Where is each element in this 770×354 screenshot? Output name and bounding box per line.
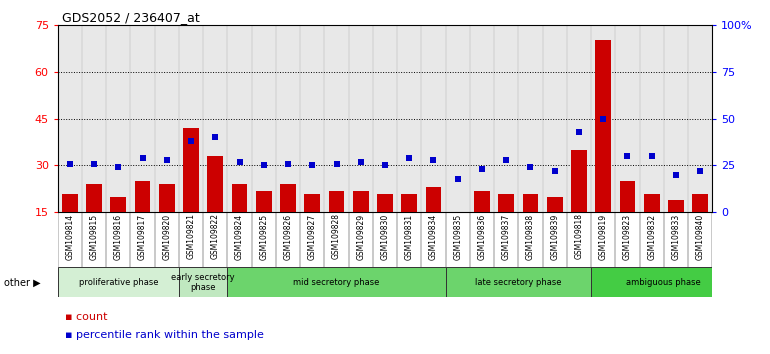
Text: GSM109830: GSM109830	[380, 213, 390, 260]
Point	[258, 163, 270, 169]
Bar	[280, 184, 296, 212]
Point	[136, 155, 149, 161]
Point	[548, 168, 561, 174]
Text: GDS2052 / 236407_at: GDS2052 / 236407_at	[62, 11, 199, 24]
Text: GSM109829: GSM109829	[357, 213, 365, 259]
Bar	[450, 212, 466, 219]
Point	[427, 157, 440, 163]
Text: other ▶: other ▶	[4, 278, 41, 288]
Text: GSM109833: GSM109833	[671, 213, 681, 260]
Text: GSM109825: GSM109825	[259, 213, 268, 259]
Bar	[304, 194, 320, 212]
Point	[645, 153, 658, 159]
Bar	[86, 184, 102, 212]
Bar	[523, 194, 538, 212]
Point	[282, 161, 294, 166]
Text: proliferative phase: proliferative phase	[79, 278, 158, 287]
Point	[451, 176, 464, 182]
Point	[209, 135, 222, 140]
Text: late secretory phase: late secretory phase	[475, 278, 561, 287]
Bar	[329, 190, 344, 212]
Point	[476, 166, 488, 172]
Text: GSM109831: GSM109831	[405, 213, 413, 259]
Bar	[547, 197, 563, 212]
Bar	[446, 267, 591, 297]
Bar	[498, 194, 514, 212]
Bar	[591, 267, 736, 297]
Point	[694, 168, 706, 174]
Bar	[571, 150, 587, 212]
Point	[233, 159, 246, 165]
Text: GSM109824: GSM109824	[235, 213, 244, 259]
Bar	[474, 190, 490, 212]
Point	[524, 165, 537, 170]
Bar	[227, 267, 446, 297]
Point	[88, 161, 100, 166]
Text: ▪ percentile rank within the sample: ▪ percentile rank within the sample	[65, 330, 264, 339]
Text: GSM109835: GSM109835	[454, 213, 462, 260]
Bar	[159, 184, 175, 212]
Text: GSM109816: GSM109816	[114, 213, 123, 259]
Text: GSM109826: GSM109826	[283, 213, 293, 259]
Text: GSM109832: GSM109832	[647, 213, 656, 259]
Bar	[692, 194, 708, 212]
Bar	[58, 267, 179, 297]
Text: GSM109823: GSM109823	[623, 213, 632, 259]
Bar	[401, 194, 417, 212]
Text: GSM109827: GSM109827	[308, 213, 316, 259]
Bar	[62, 194, 78, 212]
Point	[185, 138, 197, 144]
Bar	[620, 181, 635, 212]
Bar	[207, 156, 223, 212]
Text: GSM109839: GSM109839	[551, 213, 559, 260]
Point	[112, 165, 125, 170]
Text: GSM109822: GSM109822	[211, 213, 219, 259]
Point	[161, 157, 173, 163]
Bar	[110, 197, 126, 212]
Bar	[232, 184, 247, 212]
Bar	[135, 181, 150, 212]
Text: ambiguous phase: ambiguous phase	[626, 278, 701, 287]
Text: GSM109836: GSM109836	[477, 213, 487, 260]
Text: early secretory
phase: early secretory phase	[172, 273, 235, 292]
Bar	[668, 200, 684, 212]
Text: GSM109817: GSM109817	[138, 213, 147, 259]
Point	[306, 163, 319, 169]
Bar	[179, 267, 227, 297]
Text: GSM109838: GSM109838	[526, 213, 535, 259]
Point	[621, 153, 634, 159]
Point	[403, 155, 415, 161]
Text: mid secretory phase: mid secretory phase	[293, 278, 380, 287]
Text: GSM109840: GSM109840	[695, 213, 705, 260]
Bar	[644, 194, 660, 212]
Bar	[256, 190, 272, 212]
Bar	[426, 187, 441, 212]
Point	[64, 161, 76, 166]
Point	[355, 159, 367, 165]
Point	[330, 161, 343, 166]
Point	[379, 163, 391, 169]
Bar	[377, 194, 393, 212]
Point	[670, 172, 682, 178]
Text: GSM109814: GSM109814	[65, 213, 75, 259]
Point	[500, 157, 512, 163]
Text: GSM109819: GSM109819	[598, 213, 608, 259]
Bar	[183, 128, 199, 212]
Text: GSM109820: GSM109820	[162, 213, 172, 259]
Bar	[595, 40, 611, 212]
Text: GSM109837: GSM109837	[502, 213, 511, 260]
Text: GSM109818: GSM109818	[574, 213, 584, 259]
Text: GSM109815: GSM109815	[89, 213, 99, 259]
Text: ▪ count: ▪ count	[65, 312, 108, 322]
Text: GSM109834: GSM109834	[429, 213, 438, 260]
Bar	[353, 190, 369, 212]
Point	[597, 116, 609, 121]
Text: GSM109828: GSM109828	[332, 213, 341, 259]
Point	[573, 129, 585, 135]
Text: GSM109821: GSM109821	[186, 213, 196, 259]
